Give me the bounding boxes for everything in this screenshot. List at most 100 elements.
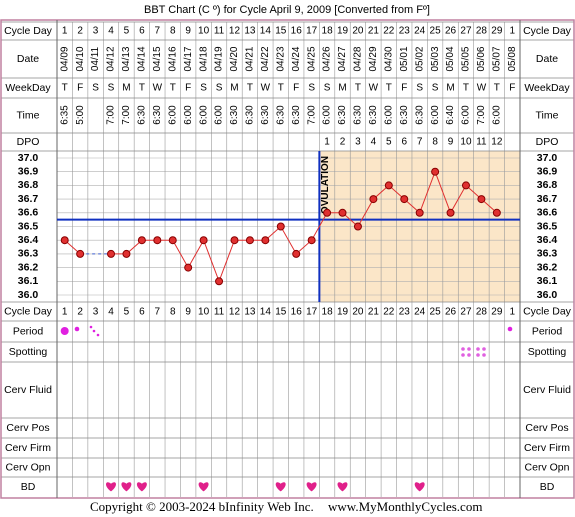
y-tick-label: 36.9 [537, 165, 558, 177]
date: 04/20 [229, 46, 240, 71]
period-dot [89, 325, 93, 329]
dpo: 6 [401, 137, 407, 148]
row-label: WeekDay [5, 82, 51, 94]
y-tick-label: 36.4 [537, 234, 558, 246]
cycle-day: 15 [275, 26, 287, 37]
temp-point [292, 249, 301, 258]
weekday: S [324, 83, 331, 94]
heart [337, 482, 348, 492]
date: 04/25 [306, 46, 317, 71]
spot-dot [467, 353, 471, 357]
temp-point [307, 236, 316, 245]
row-label: Cerv Firm [524, 442, 570, 454]
temp-point [431, 167, 440, 176]
row-label: BD [21, 481, 36, 493]
cycle-day: 4 [108, 26, 114, 37]
y-tick-label: 36.1 [18, 275, 39, 287]
time: 6:30 [245, 105, 256, 125]
date: 04/30 [383, 46, 394, 71]
cycle-day: 3 [93, 307, 99, 318]
temp-point [122, 249, 131, 258]
row-label: Time [536, 109, 559, 121]
dpo: 12 [491, 137, 503, 148]
row-label: Cycle Day [4, 25, 53, 37]
cycle-day: 22 [383, 26, 395, 37]
heart [136, 482, 147, 492]
weekday: F [185, 83, 191, 94]
row-label: Time [17, 109, 40, 121]
cycle-day: 21 [368, 307, 380, 318]
cycle-day: 26 [445, 307, 457, 318]
weekday: M [446, 83, 454, 94]
time: 6:30 [399, 105, 410, 125]
temp-point [400, 195, 409, 204]
heart [121, 482, 132, 492]
weekday: T [463, 83, 469, 94]
date: 04/10 [75, 46, 86, 71]
weekday: F [293, 83, 299, 94]
cycle-day: 1 [62, 307, 68, 318]
temp-point [137, 236, 146, 245]
time: 7:00 [476, 105, 487, 125]
cycle-day: 13 [244, 307, 256, 318]
temp-point [461, 181, 470, 190]
cycle-day: 14 [260, 307, 272, 318]
y-tick-label: 36.7 [18, 193, 39, 205]
time: 6:00 [198, 105, 209, 125]
y-tick-label: 36.3 [537, 248, 558, 260]
cycle-day: 19 [337, 307, 349, 318]
temp-point [446, 208, 455, 217]
temp-point [199, 236, 208, 245]
ovulation-label: OVULATION [320, 156, 331, 214]
dpo: 8 [432, 137, 438, 148]
spot-dot [461, 347, 465, 351]
date: 04/21 [245, 46, 256, 71]
dpo: 1 [324, 137, 330, 148]
spot-dot [482, 347, 486, 351]
cycle-day: 3 [93, 26, 99, 37]
date: 04/28 [353, 46, 364, 71]
cycle-day: 24 [414, 307, 426, 318]
temp-point [384, 181, 393, 190]
cycle-day: 28 [476, 26, 488, 37]
cycle-day: 14 [260, 26, 272, 37]
time: 6:00 [167, 105, 178, 125]
row-label: Cycle Day [4, 305, 53, 317]
row-label: Period [532, 325, 563, 337]
cycle-day: 22 [383, 307, 395, 318]
temp-point [107, 249, 116, 258]
y-tick-label: 36.9 [18, 165, 39, 177]
weekday: S [432, 83, 439, 94]
time: 6:30 [152, 105, 163, 125]
temp-point [76, 249, 85, 258]
dpo: 11 [476, 137, 487, 148]
time: 6:35 [59, 105, 70, 125]
dpo: 9 [448, 137, 454, 148]
cycle-day: 8 [170, 307, 176, 318]
spot-dot [461, 353, 465, 357]
weekday: F [77, 83, 83, 94]
period-dot [60, 327, 69, 335]
copyright: Copyright © 2003-2024 bInfinity Web Inc. [90, 499, 314, 514]
date: 04/16 [167, 46, 178, 71]
cycle-day: 27 [460, 26, 472, 37]
y-tick-label: 36.8 [537, 179, 558, 191]
cycle-day: 18 [322, 26, 334, 37]
bd-markers [106, 482, 425, 492]
time: 7:00 [306, 105, 317, 125]
cycle-day: 25 [430, 26, 442, 37]
temp-point [60, 236, 69, 245]
cycle-day: 4 [108, 307, 114, 318]
weekday: M [230, 83, 238, 94]
weekday: T [62, 83, 68, 94]
spot-dot [467, 347, 471, 351]
dpo: 2 [340, 137, 346, 148]
website: www.MyMonthlyCycles.com [328, 499, 482, 514]
date: 04/26 [322, 46, 333, 71]
temp-point [492, 208, 501, 217]
period-dot [92, 329, 96, 333]
temp-point [338, 208, 347, 217]
period-markers [60, 325, 513, 337]
time: 6:30 [291, 105, 302, 125]
